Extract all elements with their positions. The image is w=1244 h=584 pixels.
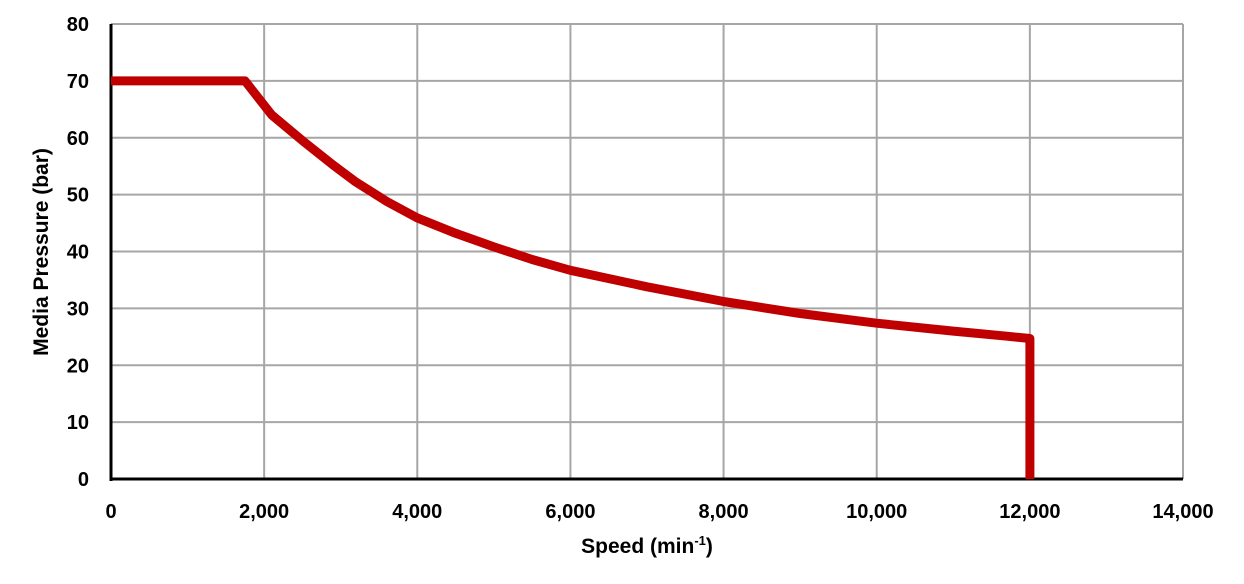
y-axis-label: Media Pressure (bar) — [30, 148, 53, 356]
x-tick-label: 8,000 — [699, 501, 749, 523]
x-tick-label: 2,000 — [239, 501, 289, 523]
x-tick-label: 12,000 — [999, 501, 1060, 523]
x-tick-label: 14,000 — [1152, 501, 1213, 523]
y-tick-labels: 0 10 20 30 40 50 60 70 80 — [67, 14, 89, 491]
x-tick-label: 6,000 — [545, 501, 595, 523]
pressure-curve — [111, 76, 1035, 479]
y-tick-label: 20 — [67, 355, 89, 377]
axes — [109, 24, 1183, 481]
y-tick-label: 50 — [67, 185, 89, 207]
y-tick-label: 60 — [67, 128, 89, 150]
y-tick-label: 0 — [78, 469, 89, 491]
y-tick-label: 10 — [67, 412, 89, 434]
y-tick-label: 80 — [67, 14, 89, 36]
x-tick-label: 10,000 — [846, 501, 907, 523]
y-tick-label: 30 — [67, 298, 89, 320]
gridlines — [110, 23, 1184, 480]
y-tick-label: 40 — [67, 242, 89, 264]
x-axis-label: Speed (min-1) — [581, 533, 713, 558]
x-tick-label: 0 — [105, 501, 116, 523]
x-tick-label: 4,000 — [392, 501, 442, 523]
y-tick-label: 70 — [67, 71, 89, 93]
x-tick-labels: 0 2,000 4,000 6,000 8,000 10,000 12,000 14,000 — [105, 501, 1213, 523]
